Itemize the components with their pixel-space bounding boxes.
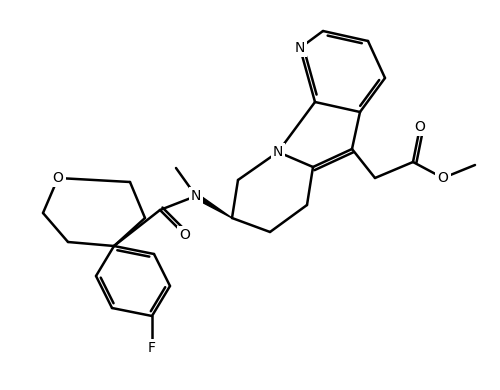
Text: O: O (438, 171, 448, 185)
Text: O: O (52, 171, 64, 185)
Text: N: N (295, 41, 305, 55)
Text: F: F (148, 341, 156, 355)
Text: O: O (414, 120, 426, 134)
Text: N: N (191, 189, 201, 203)
Text: O: O (180, 228, 190, 242)
Polygon shape (194, 194, 232, 218)
Text: N: N (273, 145, 283, 159)
